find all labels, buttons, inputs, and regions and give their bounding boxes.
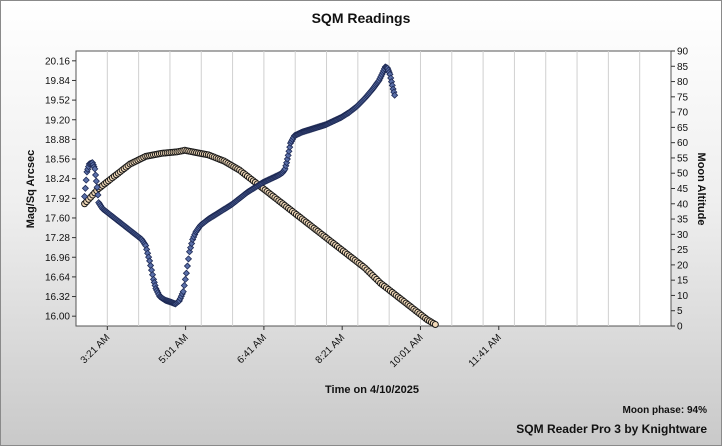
sqm-reading-point xyxy=(184,255,193,263)
moon-phase-text: Moon phase: 94% xyxy=(622,405,707,416)
y2-tick-label: 80 xyxy=(677,77,689,88)
sqm-reading-point xyxy=(92,177,100,185)
y2-tick-label: 70 xyxy=(677,108,689,119)
y-tick-label: 20.16 xyxy=(45,56,70,67)
sqm-reading-point xyxy=(81,184,89,192)
y2-tick-label: 55 xyxy=(677,153,689,164)
y2-tick-label: 20 xyxy=(677,260,689,271)
x-tick-label: 5:01 AM xyxy=(157,332,191,366)
sqm-reading-point xyxy=(91,165,99,173)
y-tick-label: 18.24 xyxy=(45,174,70,185)
chart-title: SQM Readings xyxy=(311,10,411,26)
y2-tick-label: 10 xyxy=(677,291,689,302)
gridlines xyxy=(106,51,641,326)
y-tick-label: 18.88 xyxy=(45,135,70,146)
y2-tick-label: 0 xyxy=(677,322,683,333)
sqm-reading-point xyxy=(93,183,101,191)
y2-axis-label: Moon Altitude xyxy=(695,153,707,226)
y-tick-label: 19.20 xyxy=(45,115,70,126)
y2-tick-label: 15 xyxy=(677,276,689,287)
y-axis-ticks: 16.00 16.32 16.64 16.96 17.28 17.60 17.92 18.24… xyxy=(45,56,76,323)
sqm-reading-point xyxy=(92,171,100,179)
y-tick-label: 17.28 xyxy=(45,233,70,244)
x-tick-label: 8:21 AM xyxy=(314,332,348,366)
x-axis-label: Time on 4/10/2025 xyxy=(325,384,419,396)
x-axis-ticks: 3:21 AM 5:01 AM 6:41 AM 8:21 AM 10:01 AM 11:4… xyxy=(79,326,504,370)
y-tick-label: 16.00 xyxy=(45,312,70,323)
sqm-reading-point xyxy=(182,269,190,277)
sqm-series xyxy=(81,63,399,308)
x-tick-label: 6:41 AM xyxy=(235,332,269,366)
y2-tick-label: 65 xyxy=(677,123,689,134)
y2-tick-label: 45 xyxy=(677,184,689,195)
y-tick-label: 17.92 xyxy=(45,194,70,205)
y2-tick-label: 60 xyxy=(677,138,689,149)
y2-axis-ticks: 0 5 10 15 20 25 30 35 40 45 50 55 60 65 70 75 80 85 90 xyxy=(671,47,689,333)
sqm-reading-point xyxy=(285,147,293,155)
sqm-reading-point xyxy=(283,159,291,167)
y-tick-label: 16.32 xyxy=(45,292,70,303)
plot-area xyxy=(75,50,672,327)
y2-tick-label: 35 xyxy=(677,215,689,226)
sqm-reading-point xyxy=(183,262,191,270)
moon-altitude-series xyxy=(81,146,439,328)
y2-tick-label: 50 xyxy=(677,169,689,180)
y2-tick-label: 25 xyxy=(677,245,689,256)
y2-tick-label: 85 xyxy=(677,62,689,73)
y-tick-label: 19.84 xyxy=(45,76,70,87)
y2-tick-label: 5 xyxy=(677,306,683,317)
sqm-reading-point xyxy=(94,191,102,199)
y-axis-label: Mag/Sq Arcsec xyxy=(25,150,37,228)
x-tick-label: 3:21 AM xyxy=(79,332,113,366)
sqm-reading-point xyxy=(181,275,189,283)
sqm-reading-point xyxy=(283,155,291,163)
y2-tick-label: 40 xyxy=(677,199,689,210)
sqm-reading-point xyxy=(391,91,399,99)
sqm-reading-point xyxy=(82,176,90,184)
x-tick-label: 10:01 AM xyxy=(388,332,426,370)
y-tick-label: 16.64 xyxy=(45,272,70,283)
y2-tick-label: 75 xyxy=(677,92,689,103)
y2-tick-label: 30 xyxy=(677,230,689,241)
moon-altitude-point xyxy=(431,320,439,328)
y2-tick-label: 90 xyxy=(677,47,689,58)
y-tick-label: 16.96 xyxy=(45,253,70,264)
sqm-reading-point xyxy=(81,192,89,201)
y-tick-label: 17.60 xyxy=(45,213,70,224)
sqm-reading-point xyxy=(179,288,187,296)
sqm-reading-point xyxy=(186,244,195,252)
app-credit: SQM Reader Pro 3 by Knightware xyxy=(516,422,707,436)
y-tick-label: 19.52 xyxy=(45,96,70,107)
sqm-reading-point xyxy=(180,281,188,290)
sqm-reading-point xyxy=(185,248,194,256)
y-tick-label: 18.56 xyxy=(45,155,70,166)
x-tick-label: 11:41 AM xyxy=(467,332,504,369)
